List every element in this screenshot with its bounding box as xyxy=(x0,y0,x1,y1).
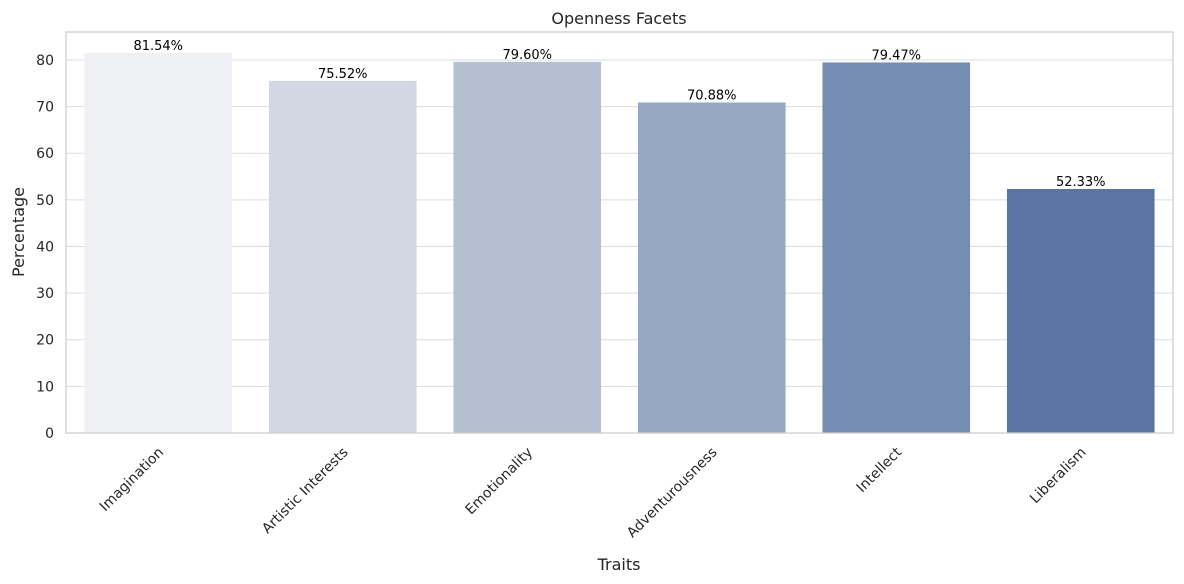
x-axis-title: Traits xyxy=(597,555,641,574)
bars xyxy=(84,52,1155,434)
data-label: 70.88% xyxy=(687,89,737,104)
y-tick-label: 60 xyxy=(36,146,54,162)
y-axis-title: Percentage xyxy=(9,187,28,277)
x-axis-ticks: Imagination Artistic Interests Emotionalit… xyxy=(97,444,1090,541)
x-tick-label: Adventurousness xyxy=(624,445,721,542)
data-label: 79.47% xyxy=(871,48,921,63)
y-tick-label: 70 xyxy=(36,100,54,116)
data-label: 79.60% xyxy=(502,48,552,63)
y-tick-label: 50 xyxy=(36,193,54,209)
y-tick-label: 20 xyxy=(36,333,54,349)
bar xyxy=(1006,188,1155,433)
data-label: 52.33% xyxy=(1056,175,1106,190)
chart-title: Openness Facets xyxy=(551,9,686,28)
y-tick-label: 0 xyxy=(45,426,54,442)
y-tick-label: 10 xyxy=(36,379,54,395)
y-tick-label: 30 xyxy=(36,286,54,302)
x-tick-label: Intellect xyxy=(854,444,906,496)
x-tick-label: Emotionality xyxy=(463,445,537,519)
bar xyxy=(268,80,417,434)
data-label: 81.54% xyxy=(133,39,183,54)
x-tick-label: Artistic Interests xyxy=(259,445,351,537)
y-tick-label: 40 xyxy=(36,239,54,255)
y-tick-label: 80 xyxy=(36,53,54,69)
gridlines xyxy=(66,59,1173,434)
data-label: 75.52% xyxy=(318,67,368,82)
bar xyxy=(84,52,233,433)
y-axis-ticks: 0 10 20 30 40 50 60 70 80 xyxy=(36,53,54,442)
x-tick-label: Liberalism xyxy=(1027,445,1089,507)
plot-frame xyxy=(65,31,1174,434)
bar xyxy=(822,62,971,433)
bar xyxy=(453,61,602,434)
bar xyxy=(637,102,786,433)
x-tick-label: Imagination xyxy=(97,445,167,515)
data-labels: 81.54% 75.52% 79.60% 70.88% 79.47% 52.33% xyxy=(133,39,1105,190)
